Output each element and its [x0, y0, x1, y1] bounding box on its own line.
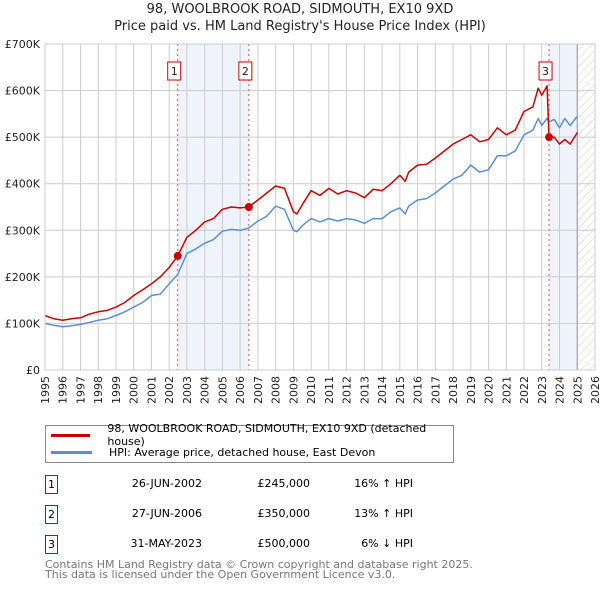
legend-label: HPI: Average price, detached house, East… [109, 445, 376, 459]
x-tick-label: 1995 [39, 376, 52, 404]
sale-price: £245,000 [257, 477, 311, 490]
shaded-period [549, 44, 578, 370]
y-tick-label: £700K [5, 38, 41, 51]
x-tick-label: 2011 [323, 376, 336, 404]
sale-number-badge: 2 [45, 505, 58, 524]
sale-row: 1 26-JUN-2002 £245,000 16% ↑ HPI [45, 475, 445, 495]
x-tick-label: 2002 [163, 376, 176, 404]
sale-row: 3 31-MAY-2023 £500,000 6% ↓ HPI [45, 535, 445, 555]
x-tick-label: 1996 [57, 376, 70, 404]
legend-item-hpi: HPI: Average price, detached house, East… [46, 444, 375, 460]
x-tick-label: 2008 [270, 376, 283, 404]
sale-price: £500,000 [257, 537, 311, 550]
x-tick-label: 2000 [128, 376, 141, 404]
sale-hpi-diff: 6% ↓ HPI [361, 537, 413, 550]
chart-title: 98, WOOLBROOK ROAD, SIDMOUTH, EX10 9XD [146, 2, 454, 17]
y-tick-label: £500K [5, 131, 41, 144]
x-tick-label: 2012 [341, 376, 354, 404]
sale-number-badge: 1 [45, 475, 58, 494]
sale-label-box [167, 61, 182, 81]
x-tick-label: 2009 [287, 376, 300, 404]
footer-licence: This data is licensed under the Open Gov… [45, 568, 396, 581]
legend-label: 98, WOOLBROOK ROAD, SIDMOUTH, EX10 9XD (… [107, 422, 427, 448]
chart-subtitle: Price paid vs. HM Land Registry's House … [114, 19, 486, 34]
sale-price: £350,000 [257, 507, 311, 520]
sale-label-box [238, 61, 253, 81]
x-tick-label: 2007 [252, 376, 265, 404]
x-tick-label: 2019 [465, 376, 478, 404]
x-tick-label: 2024 [554, 376, 567, 404]
future-hatch [577, 44, 595, 370]
sale-point [545, 133, 554, 142]
x-tick-label: 1997 [74, 376, 87, 404]
x-tick-label: 2016 [412, 376, 425, 404]
sale-date: 31-MAY-2023 [130, 537, 202, 550]
sale-label: 2 [242, 65, 249, 78]
x-tick-label: 2001 [145, 376, 158, 404]
hpi-line [44, 115, 578, 328]
x-tick-label: 2014 [376, 376, 389, 404]
x-tick-label: 1999 [110, 376, 123, 404]
x-tick-label: 2004 [199, 376, 212, 404]
sale-point [244, 203, 253, 211]
sale-date: 26-JUN-2002 [131, 477, 202, 490]
legend-swatch-red [51, 433, 91, 437]
footer-copyright: Contains HM Land Registry data © Crown c… [45, 558, 473, 571]
sale-label: 1 [171, 65, 178, 78]
x-tick-label: 2018 [447, 376, 460, 404]
x-tick-label: 2005 [216, 376, 229, 404]
sale-row: 2 27-JUN-2006 £350,000 13% ↑ HPI [45, 505, 445, 525]
x-tick-label: 1998 [92, 376, 105, 404]
sale-hpi-diff: 16% ↑ HPI [354, 477, 413, 490]
legend-item-property: 98, WOOLBROOK ROAD, SIDMOUTH, EX10 9XD (… [46, 422, 453, 448]
x-tick-label: 2017 [429, 376, 442, 404]
x-tick-label: 2003 [181, 376, 194, 404]
sale-number-badge: 3 [45, 535, 58, 554]
x-tick-label: 2022 [518, 376, 531, 404]
x-tick-label: 2026 [589, 376, 600, 404]
x-tick-label: 2010 [305, 376, 318, 404]
y-tick-label: £200K [5, 271, 41, 284]
y-tick-label: £0 [26, 364, 40, 377]
sale-hpi-diff: 13% ↑ HPI [354, 507, 413, 520]
sale-label: 3 [542, 65, 549, 78]
y-tick-label: £600K [5, 85, 41, 98]
legend-swatch-blue [51, 450, 92, 454]
chart-legend: 98, WOOLBROOK ROAD, SIDMOUTH, EX10 9XD (… [45, 422, 454, 463]
y-tick-label: £100K [5, 317, 41, 330]
x-tick-label: 2021 [500, 376, 513, 404]
sale-label-box [538, 61, 553, 81]
x-tick-label: 2020 [483, 376, 496, 404]
sale-point [173, 251, 182, 260]
footer: Contains HM Land Registry data © Crown c… [45, 558, 473, 581]
plot-frame [44, 43, 596, 371]
x-tick-label: 2015 [394, 376, 407, 404]
sale-date: 27-JUN-2006 [131, 507, 202, 520]
price-chart: 1995 1996 1997 1998 1999 2000 2001 2002 2003 2004… [5, 38, 600, 404]
y-tick-label: £300K [5, 224, 41, 237]
property-price-line [44, 85, 578, 321]
x-tick-label: 2006 [234, 376, 247, 404]
x-tick-label: 2013 [358, 376, 371, 404]
x-tick-label: 2023 [536, 376, 549, 404]
y-tick-label: £400K [5, 178, 41, 191]
x-tick-label: 2025 [571, 376, 584, 404]
